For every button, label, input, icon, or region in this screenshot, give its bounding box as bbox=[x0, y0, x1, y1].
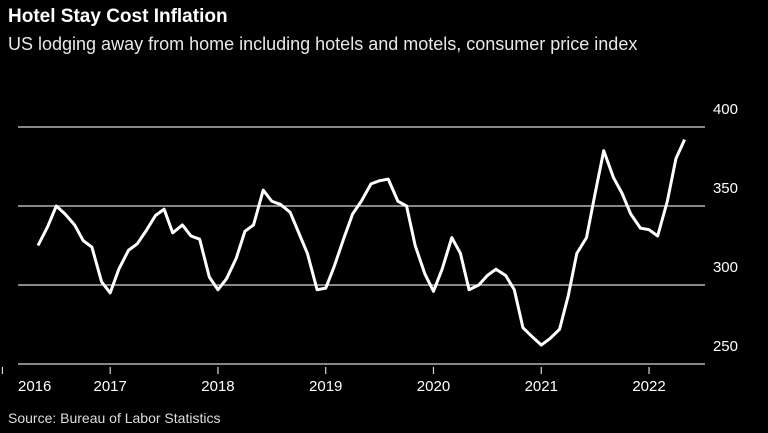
y-tick-label: 400 bbox=[713, 101, 738, 118]
x-tick-label: 2021 bbox=[525, 378, 558, 395]
chart-title: Hotel Stay Cost Inflation bbox=[8, 6, 228, 27]
data-line bbox=[36, 139, 686, 347]
x-tick-label: 2020 bbox=[417, 378, 450, 395]
x-tick-label: 2022 bbox=[632, 378, 665, 395]
x-tick-label: 2016 bbox=[18, 378, 51, 395]
source-note: Source: Bureau of Labor Statistics bbox=[8, 410, 221, 426]
y-tick-label: 250 bbox=[713, 338, 738, 355]
x-tick-label: 2018 bbox=[201, 378, 234, 395]
y-tick-label: 350 bbox=[713, 180, 738, 197]
y-tick-label: 300 bbox=[713, 259, 738, 276]
x-tick-label: 2017 bbox=[94, 378, 127, 395]
chart-subtitle: US lodging away from home including hote… bbox=[8, 34, 638, 54]
x-tick-label: 2019 bbox=[309, 378, 342, 395]
